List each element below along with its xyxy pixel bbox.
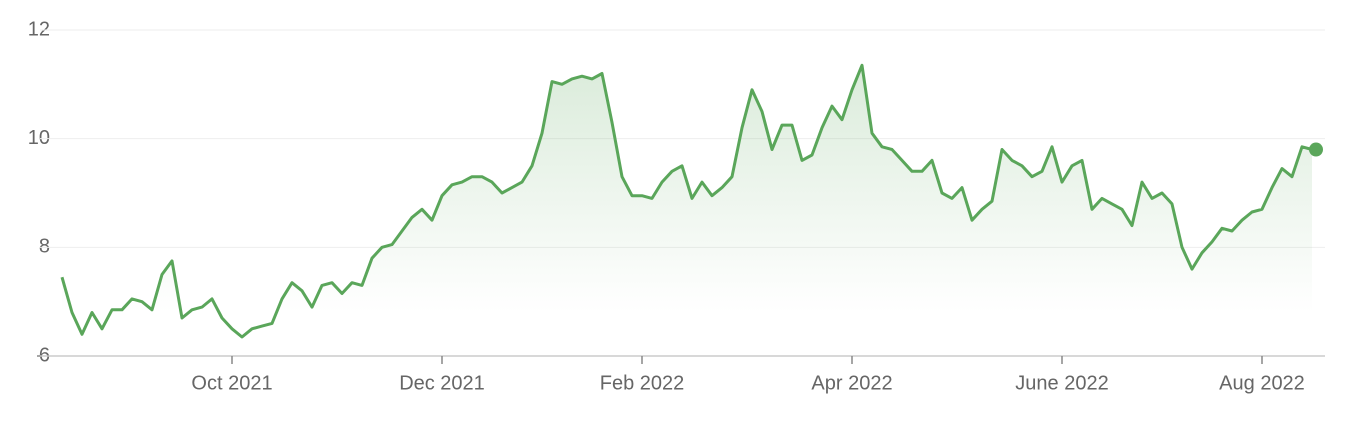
x-tick-label: Apr 2022 [811, 372, 892, 394]
y-tick-label: 12 [28, 18, 50, 40]
area [62, 65, 1312, 357]
x-tick-label: Feb 2022 [600, 372, 685, 394]
y-tick-label: 10 [28, 127, 50, 149]
y-tick-label: 8 [39, 236, 50, 258]
line [60, 63, 1313, 339]
x-tick-label: June 2022 [1015, 372, 1108, 394]
x-tick-label: Dec 2021 [399, 372, 485, 394]
x-tick-label: Aug 2022 [1219, 372, 1305, 394]
y-tick-label: 6 [39, 344, 50, 366]
x-tick-label: Oct 2021 [191, 372, 272, 394]
last-point [1309, 142, 1323, 157]
